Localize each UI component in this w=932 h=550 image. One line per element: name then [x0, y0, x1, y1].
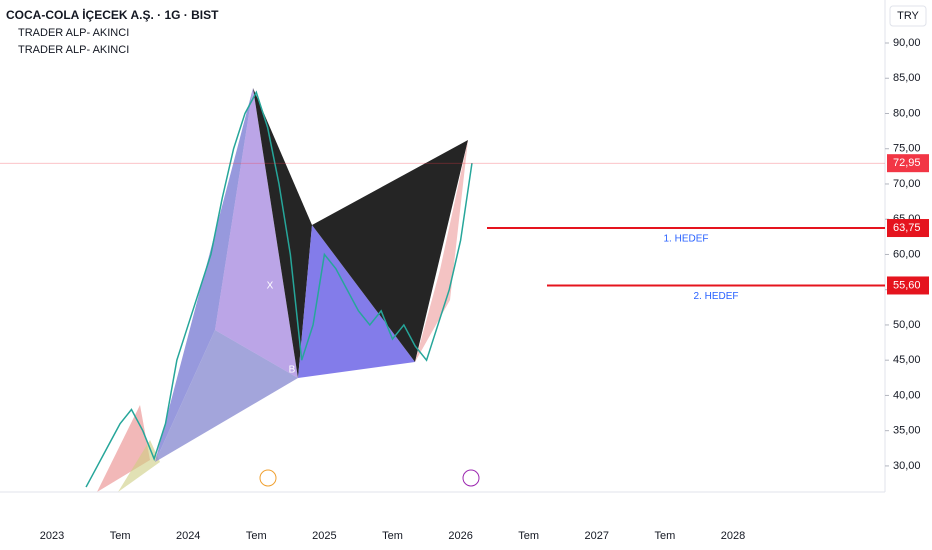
y-tick-label: 90,00	[893, 37, 921, 49]
x-tick-label: 2023	[40, 530, 64, 542]
y-tick-label: 60,00	[893, 248, 921, 260]
x-tick-label: 2027	[585, 530, 609, 542]
y-tick-label: 70,00	[893, 178, 921, 190]
pattern-shape	[215, 88, 298, 378]
pattern-shape	[118, 440, 160, 492]
y-tick-label: 45,00	[893, 354, 921, 366]
indicator-label: TRADER ALP- AKINCI	[18, 27, 129, 39]
pattern-shape	[97, 405, 150, 492]
price-tag	[887, 276, 929, 295]
pattern-shape	[312, 140, 468, 362]
pattern-shape	[253, 88, 312, 378]
pattern-point: X	[267, 281, 274, 292]
pattern-point: B	[289, 365, 296, 376]
x-tick-label: 2026	[448, 530, 472, 542]
price-tag-label: 72,95	[893, 157, 921, 169]
x-tick-label: 2024	[176, 530, 200, 542]
y-tick-label: 35,00	[893, 425, 921, 437]
pattern-point: D	[294, 383, 301, 394]
x-tick-label: Tem	[518, 530, 539, 542]
price-tag-label: 55,60	[893, 279, 921, 291]
y-tick-label: 80,00	[893, 107, 921, 119]
event-icon[interactable]	[462, 469, 480, 487]
price-tag	[887, 219, 929, 238]
currency-box[interactable]	[889, 5, 927, 27]
x-tick-label: Tem	[655, 530, 676, 542]
pattern-shape	[155, 330, 298, 462]
price-tag-label: 63,75	[893, 222, 921, 234]
y-tick-label: 50,00	[893, 319, 921, 331]
chart-title: COCA-COLA İÇECEK A.Ş. · 1G · BIST	[6, 7, 219, 22]
price-tag	[887, 154, 929, 173]
currency[interactable]: TRY	[897, 10, 919, 22]
event-icon[interactable]	[259, 469, 277, 487]
y-tick-label: 40,00	[893, 389, 921, 401]
target-name: 2. HEDEF	[693, 291, 738, 302]
pattern-point: C	[411, 371, 418, 382]
indicator-label: TRADER ALP- AKINCI	[18, 44, 129, 56]
x-tick-label: Tem	[382, 530, 403, 542]
target-name: 1. HEDEF	[663, 234, 708, 245]
x-tick-label: 2028	[721, 530, 745, 542]
y-tick-label: 75,00	[893, 143, 921, 155]
x-tick-label: Tem	[246, 530, 267, 542]
pattern-shape	[298, 225, 415, 378]
y-tick-label: 85,00	[893, 72, 921, 84]
price-line	[85, 90, 473, 488]
y-tick-label: 30,00	[893, 460, 921, 472]
x-tick-label: Tem	[110, 530, 131, 542]
x-tick-label: 2025	[312, 530, 336, 542]
